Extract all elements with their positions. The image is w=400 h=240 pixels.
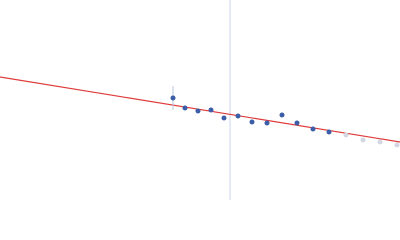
data-point — [249, 119, 255, 125]
data-point — [182, 105, 188, 111]
data-point — [279, 112, 285, 118]
data-point — [343, 132, 349, 138]
data-point — [326, 129, 332, 135]
data-point — [170, 95, 176, 101]
data-point — [221, 115, 227, 121]
data-point — [360, 137, 366, 143]
data-point — [195, 108, 201, 114]
data-point — [208, 107, 214, 113]
data-point — [394, 142, 400, 148]
chart — [0, 0, 400, 200]
data-point — [235, 113, 241, 119]
data-point — [264, 120, 270, 126]
data-point — [310, 126, 316, 132]
data-point — [377, 139, 383, 145]
data-point — [294, 120, 300, 126]
